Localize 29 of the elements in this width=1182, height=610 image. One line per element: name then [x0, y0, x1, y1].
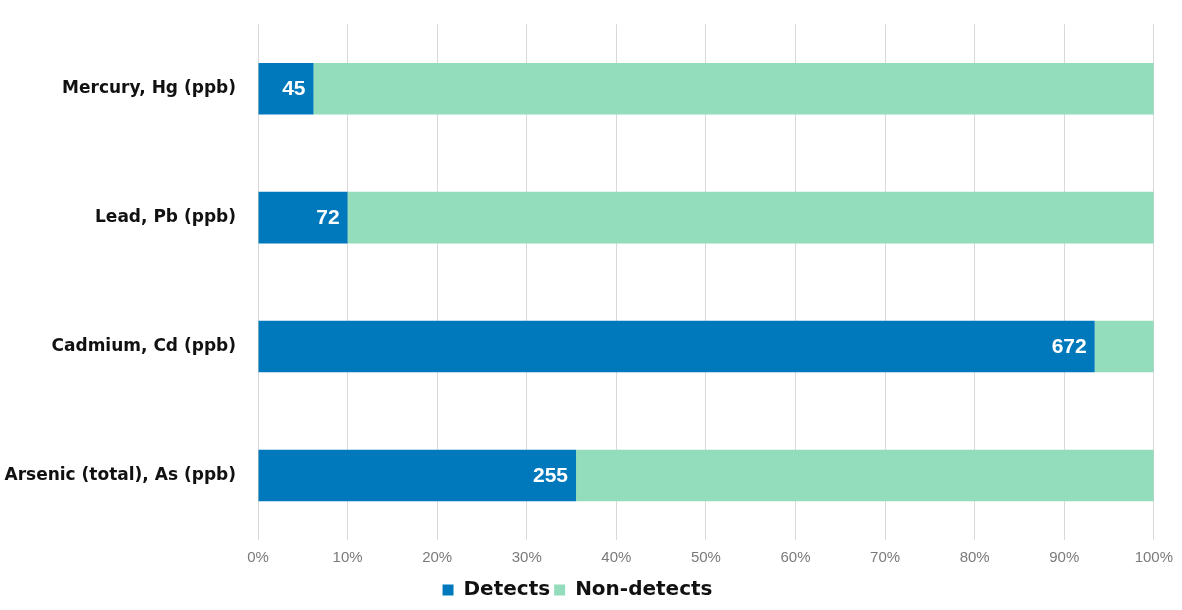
x-tick-label: 20%: [422, 548, 453, 566]
y-tick-label: Lead, Pb (ppb): [95, 206, 236, 227]
annotation: 255: [532, 463, 569, 487]
bar: [258, 320, 1095, 373]
bar: [258, 449, 577, 502]
bar: [1094, 320, 1154, 373]
x-tick-label: 80%: [959, 548, 990, 566]
annotation: 72: [316, 205, 340, 229]
x-tick-label: 30%: [511, 548, 542, 566]
y-tick-label: Mercury, Hg (ppb): [62, 77, 236, 98]
x-tick-label: 60%: [780, 548, 811, 566]
x-tick-label: 100%: [1134, 548, 1174, 566]
bar: [258, 62, 314, 115]
annotation: 45: [282, 76, 306, 100]
x-tick-label: 90%: [1049, 548, 1080, 566]
legend-label: Non-detects: [575, 576, 713, 601]
legend-label: Detects: [463, 576, 551, 601]
x-tick-label: 0%: [247, 548, 269, 566]
y-tick-label: Cadmium, Cd (ppb): [51, 335, 236, 355]
bar: [576, 449, 1154, 502]
bar: [313, 62, 1154, 115]
x-tick-label: 70%: [870, 548, 901, 566]
bar: [258, 191, 348, 244]
x-tick-label: 40%: [601, 548, 632, 566]
annotation: 672: [1051, 334, 1087, 358]
x-tick-label: 50%: [690, 548, 721, 566]
y-tick-label: Arsenic (total), As (ppb): [4, 463, 236, 484]
bar: [347, 191, 1154, 244]
x-tick-label: 10%: [332, 548, 363, 566]
